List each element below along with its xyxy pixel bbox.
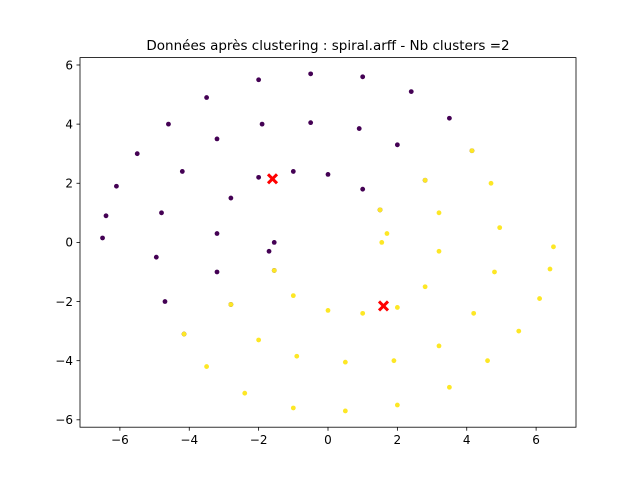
data-point-1-31: [271, 268, 277, 273]
data-point-0-3: [134, 151, 140, 157]
x-tick-label: 6: [532, 433, 540, 447]
data-point-1-1: [488, 180, 494, 186]
data-point-0-8: [360, 74, 366, 80]
x-tick-label: 2: [394, 433, 402, 447]
data-point-0-9: [408, 89, 414, 95]
data-point-1-30: [290, 293, 296, 299]
data-point-1-6: [391, 358, 397, 364]
data-point-1-32: [377, 207, 383, 213]
data-point-1-18: [485, 358, 490, 364]
data-point-1-10: [228, 302, 234, 307]
y-tick-label: 2: [65, 177, 73, 191]
data-point-1-28: [360, 310, 366, 316]
data-point-1-14: [290, 405, 296, 411]
data-point-0-30: [360, 186, 366, 192]
data-point-0-15: [159, 210, 164, 216]
data-point-1-17: [446, 384, 452, 390]
data-point-1-2: [497, 225, 503, 231]
data-point-1-34: [379, 240, 385, 245]
data-point-0-4: [166, 121, 171, 127]
data-point-0-17: [214, 136, 220, 142]
data-point-1-8: [294, 353, 300, 359]
data-point-0-6: [256, 77, 262, 83]
data-point-0-13: [162, 299, 168, 304]
series-layer: [100, 71, 556, 414]
x-tick-label: −2: [250, 433, 268, 447]
data-point-1-20: [537, 296, 542, 301]
data-point-1-23: [422, 177, 428, 183]
data-point-0-33: [266, 248, 272, 254]
x-tick-label: −4: [180, 433, 198, 447]
data-point-1-25: [436, 248, 442, 254]
centroid-marker-1: [377, 300, 390, 312]
data-point-1-7: [342, 359, 348, 365]
data-point-0-26: [228, 195, 234, 201]
data-point-1-11: [181, 331, 187, 337]
y-tick-label: −4: [55, 354, 73, 368]
data-point-0-2: [114, 183, 119, 189]
data-point-0-34: [271, 240, 277, 245]
data-point-0-18: [259, 121, 265, 127]
data-point-1-3: [492, 269, 497, 275]
data-point-0-21: [394, 142, 400, 148]
data-point-1-33: [384, 231, 390, 236]
data-point-0-14: [153, 254, 159, 260]
centroid-stroke-b: [266, 173, 279, 185]
data-point-1-26: [422, 284, 428, 290]
data-point-1-0: [469, 148, 475, 154]
data-point-0-28: [290, 169, 296, 174]
x-tick-label: 4: [463, 433, 471, 447]
data-point-0-7: [308, 71, 314, 77]
y-tick-label: −2: [55, 295, 73, 309]
data-point-0-24: [214, 269, 220, 275]
y-tick-label: −6: [55, 413, 73, 427]
data-point-1-24: [436, 210, 442, 216]
x-tick-label: 0: [324, 433, 332, 447]
data-point-1-27: [394, 305, 400, 310]
data-point-1-4: [471, 310, 477, 316]
y-axis: −6 −4 −2 0 2 4 6: [55, 58, 80, 427]
plot-area: [100, 71, 556, 414]
x-tick-label: −6: [111, 433, 129, 447]
data-point-1-13: [242, 390, 248, 396]
data-point-1-5: [436, 343, 442, 349]
centroid-stroke-b: [377, 300, 390, 312]
data-point-0-0: [100, 235, 105, 241]
data-point-1-21: [547, 266, 553, 272]
data-point-1-9: [256, 337, 262, 343]
y-tick-label: 0: [65, 236, 73, 250]
data-point-0-1: [103, 213, 109, 219]
data-point-0-27: [256, 174, 262, 180]
y-tick-label: 6: [65, 58, 73, 72]
series-1: [181, 148, 556, 414]
y-tick-label: 4: [65, 117, 73, 131]
centroid-layer: [266, 173, 390, 312]
data-point-1-29: [325, 308, 331, 313]
data-point-0-16: [179, 169, 185, 174]
data-point-0-29: [325, 171, 331, 177]
data-point-1-12: [204, 364, 210, 369]
data-point-1-22: [551, 244, 556, 250]
data-point-0-25: [214, 231, 220, 236]
data-point-0-19: [308, 120, 314, 126]
data-point-0-20: [356, 126, 362, 131]
centroid-marker-0: [266, 173, 279, 185]
data-point-1-19: [516, 328, 522, 334]
chart-title: Données après clustering : spiral.arff -…: [146, 38, 509, 54]
data-point-0-5: [204, 95, 210, 100]
data-point-1-16: [394, 402, 400, 408]
data-point-0-10: [446, 115, 452, 121]
x-axis: −6 −4 −2 0 2 4 6: [111, 427, 540, 447]
data-point-1-15: [342, 408, 348, 414]
